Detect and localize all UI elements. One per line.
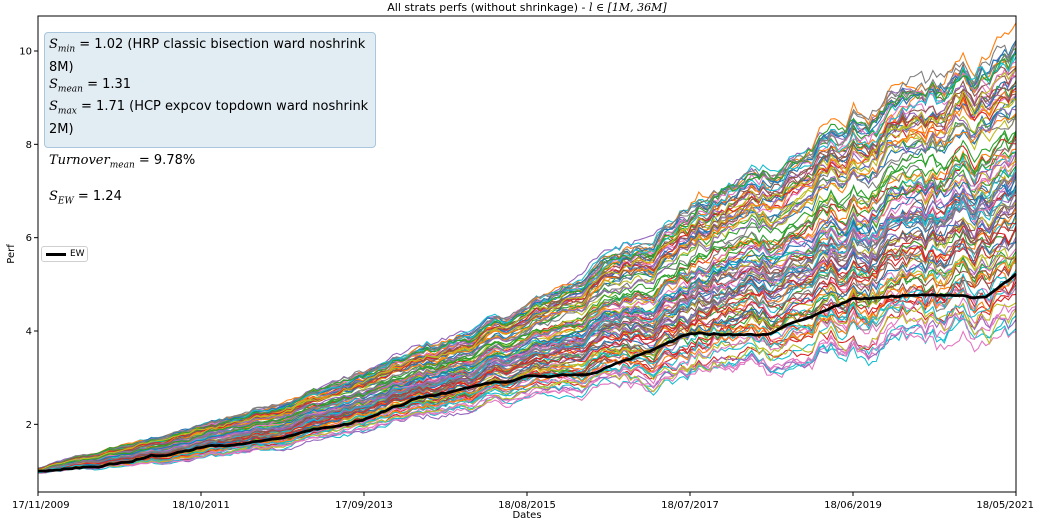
strategy-series-line: [37, 69, 1017, 471]
legend-ew-label: EW: [70, 249, 85, 259]
x-tick-label: 18/05/2021: [976, 500, 1034, 511]
ew-series-layer: [38, 272, 1017, 473]
x-axis: 17/11/2009 18/10/2011 17/09/2013 18/08/2015…: [12, 492, 1034, 511]
strategy-series-line: [37, 272, 1017, 474]
x-tick-label: 17/09/2013: [335, 500, 393, 511]
strategy-series-line: [37, 287, 1017, 473]
s-min-line: Smin = 1.02 (HRP classic bisection ward …: [49, 37, 366, 75]
x-tick-label: 18/06/2019: [824, 500, 882, 511]
s-mean-line: Smean = 1.31: [49, 76, 132, 95]
y-tick-label: 6: [26, 233, 32, 244]
y-tick-label: 2: [26, 420, 32, 431]
strategy-series-line: [37, 172, 1017, 472]
strategy-series-line: [37, 138, 1017, 471]
s-max-line: Smax = 1.71 (HCP expcov topdown ward nos…: [49, 99, 369, 137]
s-ew-line: SEW = 1.24: [49, 189, 122, 207]
strategy-series-line: [38, 253, 1017, 473]
legend-ew-swatch: [46, 253, 66, 256]
strategy-series-line: [38, 270, 1017, 473]
stats-box: Smin = 1.02 (HRP classic bisection ward …: [44, 32, 376, 207]
strategy-series-line: [37, 40, 1017, 470]
legend: EW: [41, 246, 88, 262]
strategy-series-line: [37, 107, 1017, 471]
x-tick-label: 18/07/2017: [661, 500, 719, 511]
series-layer: [37, 22, 1017, 474]
x-tick-label: 18/08/2015: [498, 500, 556, 511]
x-axis-label: Dates: [512, 510, 541, 521]
x-tick-label: 17/11/2009: [12, 500, 70, 511]
y-tick-label: 8: [26, 140, 32, 151]
y-tick-label: 4: [26, 327, 32, 338]
strategy-series-line: [37, 89, 1017, 470]
chart-title: All strats perfs (without shrinkage) - l…: [387, 1, 667, 14]
strategy-series-line: [37, 167, 1017, 472]
y-tick-label: 10: [19, 47, 32, 58]
y-axis: 2 4 6 8 10: [19, 47, 38, 431]
strategy-series-line: [37, 129, 1017, 471]
ew-series-line: [38, 272, 1017, 473]
turnover-line: Turnovermean = 9.78%: [49, 152, 196, 171]
strategy-series-line: [37, 212, 1017, 472]
x-tick-label: 18/10/2011: [172, 500, 230, 511]
y-axis-label: Perf: [6, 244, 17, 264]
strategy-series-line: [37, 307, 1017, 474]
strategy-series-line: [37, 171, 1017, 472]
strategy-series-line: [37, 174, 1017, 472]
